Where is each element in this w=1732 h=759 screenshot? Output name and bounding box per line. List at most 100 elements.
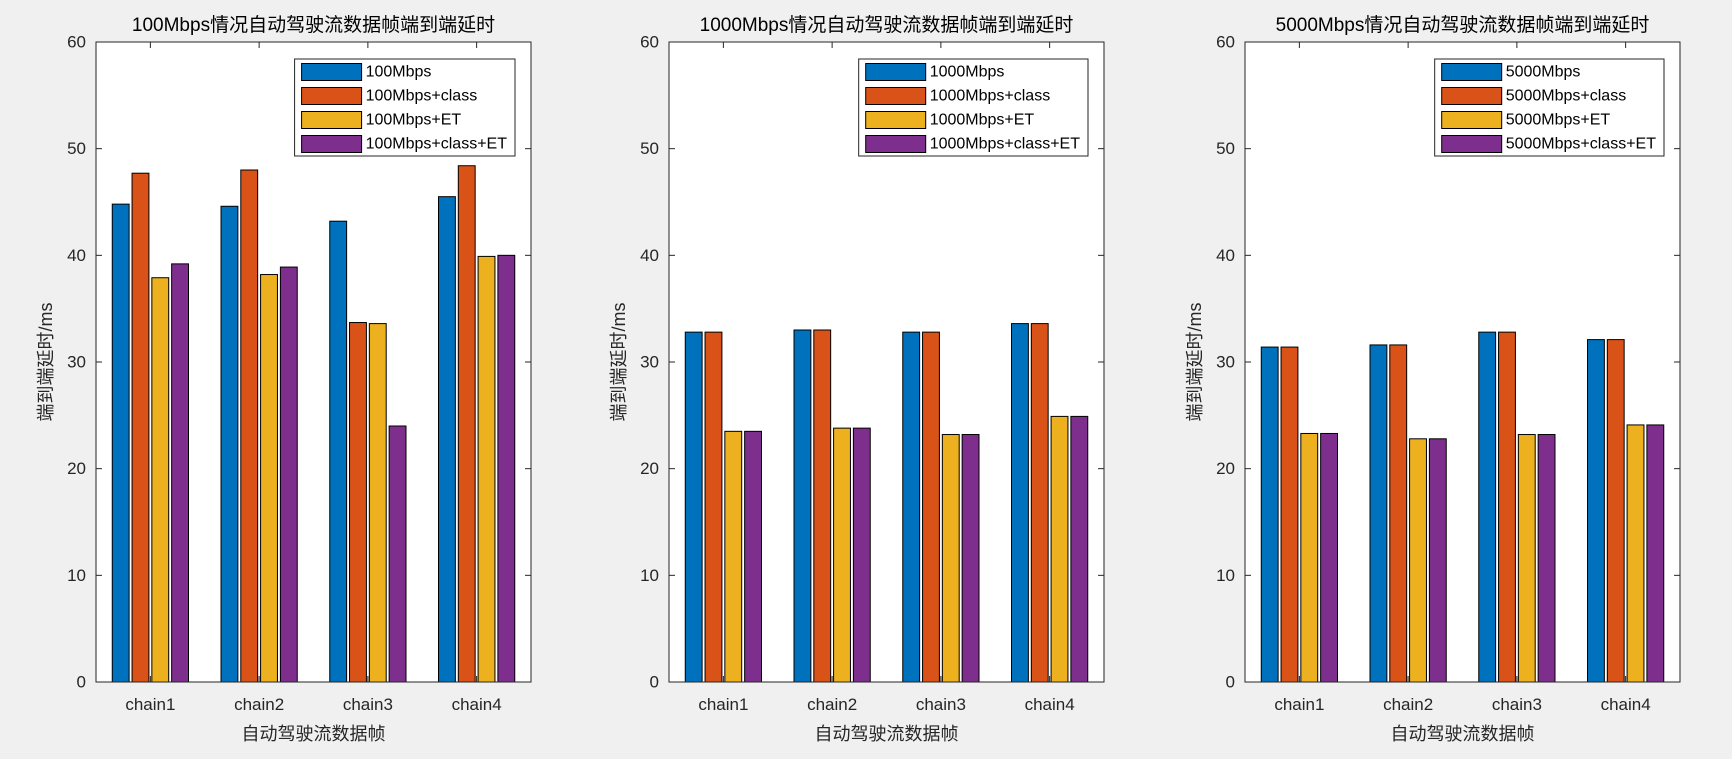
legend-swatch-1000mbps-et [866, 112, 926, 129]
chart-panel-1: 0 10 20 30 40 50 60 chain1 chain2 chain3 chain4 100… [36, 14, 531, 744]
chart-panel-3: 0 10 20 30 40 50 60 chain1 chain2 chain3 chain4 500… [1185, 14, 1680, 744]
bar-1000mbps-et-chain4 [1051, 416, 1068, 682]
y-tick-label: 50 [67, 139, 86, 158]
legend-swatch-5000mbps [1442, 64, 1502, 81]
legend-label-100mbps-class: 100Mbps+class [366, 88, 478, 105]
x-tick-label: chain2 [1383, 695, 1433, 714]
legend-swatch-100mbps [302, 64, 362, 81]
y-axis-label: 端到端延时/ms [36, 303, 56, 422]
bar-100mbps-et-chain2 [261, 275, 278, 682]
bar-100mbps-class-chain4 [458, 166, 475, 682]
y-tick-label: 0 [77, 673, 86, 692]
bar-1000mbps-chain4 [1012, 324, 1029, 682]
bar-5000mbps-chain3 [1479, 332, 1496, 682]
legend: 5000Mbps 5000Mbps+class 5000Mbps+ET 5000Mbp… [1435, 59, 1664, 156]
y-tick-label: 20 [67, 459, 86, 478]
bar-100mbps-class-et-chain1 [172, 264, 189, 682]
bar-5000mbps-class-et-chain4 [1647, 425, 1664, 682]
bar-100mbps-chain4 [439, 197, 456, 682]
bar-1000mbps-class-et-chain3 [962, 435, 979, 682]
y-tick-label: 20 [1216, 459, 1235, 478]
y-axis-label: 端到端延时/ms [609, 303, 629, 422]
y-tick-label: 60 [1216, 33, 1235, 52]
x-tick-label: chain1 [1274, 695, 1324, 714]
bar-1000mbps-class-chain3 [923, 332, 940, 682]
y-axis-label: 端到端延时/ms [1185, 303, 1205, 422]
bar-1000mbps-chain1 [685, 332, 702, 682]
bar-100mbps-class-chain2 [241, 170, 258, 682]
y-tick-label: 10 [1216, 566, 1235, 585]
y-tick-label: 50 [640, 139, 659, 158]
legend-label-1000mbps-class-et: 1000Mbps+class+ET [930, 136, 1081, 153]
x-axis-label: 自动驾驶流数据帧 [242, 724, 386, 744]
bar-100mbps-class-chain1 [132, 173, 149, 682]
bar-1000mbps-class-et-chain4 [1071, 416, 1088, 682]
bar-5000mbps-class-et-chain3 [1538, 435, 1555, 682]
legend-swatch-5000mbps-class-et [1442, 136, 1502, 153]
legend: 1000Mbps 1000Mbps+class 1000Mbps+ET 1000Mbp… [859, 59, 1088, 156]
x-tick-label: chain4 [452, 695, 502, 714]
bar-5000mbps-et-chain1 [1301, 433, 1318, 682]
x-tick-label: chain3 [916, 695, 966, 714]
x-tick-label: chain4 [1601, 695, 1651, 714]
bar-5000mbps-class-et-chain1 [1321, 433, 1338, 682]
y-tick-label: 40 [640, 246, 659, 265]
y-tick-label: 30 [640, 353, 659, 372]
y-tick-label: 0 [650, 673, 659, 692]
legend-label-100mbps: 100Mbps [366, 64, 432, 81]
bar-5000mbps-et-chain2 [1410, 439, 1427, 682]
legend-swatch-100mbps-class [302, 88, 362, 105]
legend: 100Mbps 100Mbps+class 100Mbps+ET 100Mbps+cl… [295, 59, 515, 156]
bar-100mbps-et-chain3 [369, 324, 386, 682]
y-tick-label: 40 [67, 246, 86, 265]
bar-5000mbps-class-et-chain2 [1429, 439, 1446, 682]
bar-100mbps-et-chain4 [478, 256, 495, 682]
y-tick-label: 0 [1226, 673, 1235, 692]
chart-panel-2: 0 10 20 30 40 50 60 chain1 chain2 chain3 chain4 100… [609, 14, 1104, 744]
x-tick-label: chain1 [698, 695, 748, 714]
legend-swatch-100mbps-et [302, 112, 362, 129]
legend-label-5000mbps: 5000Mbps [1506, 64, 1581, 81]
bar-100mbps-et-chain1 [152, 278, 169, 682]
bar-100mbps-class-et-chain4 [498, 255, 515, 682]
y-tick-label: 10 [640, 566, 659, 585]
legend-swatch-1000mbps [866, 64, 926, 81]
bar-5000mbps-chain2 [1370, 345, 1387, 682]
bar-1000mbps-class-chain1 [705, 332, 722, 682]
bar-5000mbps-chain4 [1588, 340, 1605, 682]
bar-1000mbps-class-chain4 [1031, 324, 1048, 682]
legend-label-5000mbps-class-et: 5000Mbps+class+ET [1506, 136, 1657, 153]
x-tick-label: chain2 [234, 695, 284, 714]
bar-5000mbps-et-chain4 [1627, 425, 1644, 682]
x-tick-label: chain2 [807, 695, 857, 714]
figure-canvas: 0102030405060chain1 chain2 chain3 chain4100… [0, 0, 1732, 759]
bar-1000mbps-chain3 [903, 332, 920, 682]
bar-100mbps-chain3 [330, 221, 347, 682]
y-tick-label: 20 [640, 459, 659, 478]
legend-label-1000mbps: 1000Mbps [930, 64, 1005, 81]
bar-5000mbps-et-chain3 [1518, 435, 1535, 682]
y-tick-label: 30 [1216, 353, 1235, 372]
bar-5000mbps-class-chain2 [1390, 345, 1407, 682]
bar-1000mbps-et-chain1 [725, 431, 742, 682]
bar-5000mbps-class-chain1 [1281, 347, 1298, 682]
legend-label-1000mbps-et: 1000Mbps+ET [930, 112, 1035, 129]
x-tick-label: chain3 [343, 695, 393, 714]
legend-swatch-1000mbps-class [866, 88, 926, 105]
x-tick-label: chain3 [1492, 695, 1542, 714]
y-tick-label: 30 [67, 353, 86, 372]
legend-label-5000mbps-et: 5000Mbps+ET [1506, 112, 1611, 129]
bar-1000mbps-class-et-chain2 [853, 428, 870, 682]
chart-title: 5000Mbps情况自动驾驶流数据帧端到端延时 [1276, 14, 1650, 36]
legend-swatch-5000mbps-class [1442, 88, 1502, 105]
bar-1000mbps-class-chain2 [814, 330, 831, 682]
chart-title: 100Mbps情况自动驾驶流数据帧端到端延时 [132, 14, 495, 36]
chart-title: 1000Mbps情况自动驾驶流数据帧端到端延时 [700, 14, 1074, 36]
legend-label-100mbps-class-et: 100Mbps+class+ET [366, 136, 508, 153]
bar-100mbps-chain1 [112, 204, 129, 682]
legend-label-1000mbps-class: 1000Mbps+class [930, 88, 1051, 105]
bar-1000mbps-et-chain3 [942, 435, 959, 682]
legend-swatch-100mbps-class-et [302, 136, 362, 153]
legend-swatch-1000mbps-class-et [866, 136, 926, 153]
y-tick-label: 60 [640, 33, 659, 52]
